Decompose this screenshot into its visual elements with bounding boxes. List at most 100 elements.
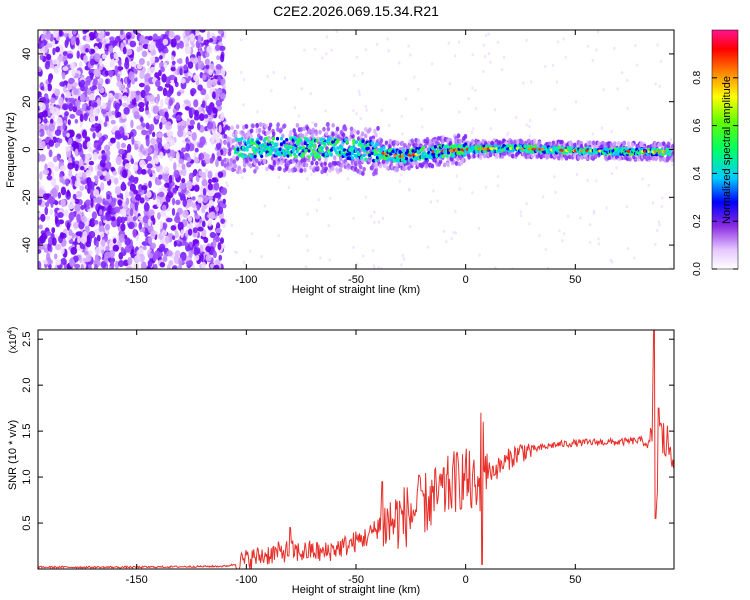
heatmap-cell xyxy=(89,115,96,123)
heatmap-cell xyxy=(317,198,320,202)
heatmap-cell xyxy=(206,30,211,40)
heatmap-cell xyxy=(395,167,400,173)
heatmap-cell xyxy=(109,59,115,68)
heatmap-cell xyxy=(439,155,443,159)
heatmap-cell xyxy=(60,198,66,208)
heatmap-cell xyxy=(416,151,420,155)
heatmap-cell xyxy=(39,154,46,162)
heatmap-cell xyxy=(261,143,265,147)
heatmap-cell xyxy=(186,198,194,208)
heatmap-cell xyxy=(589,241,592,245)
heatmap-cell xyxy=(395,155,399,160)
heatmap-cell xyxy=(43,117,48,124)
heatmap-cell xyxy=(352,109,355,113)
heatmap-cell xyxy=(118,84,125,92)
heatmap-cell xyxy=(61,72,66,80)
heatmap-cell xyxy=(281,124,286,130)
heatmap-cell xyxy=(38,66,42,73)
heatmap-cell xyxy=(129,131,134,137)
heatmap-cell xyxy=(250,138,255,142)
heatmap-cell xyxy=(142,215,150,224)
heatmap-cell xyxy=(199,136,206,146)
heatmap-cell xyxy=(391,149,395,154)
heatmap-cell xyxy=(200,187,204,197)
heatmap-cell xyxy=(372,264,376,268)
heatmap-cell xyxy=(551,63,555,68)
heatmap-cell xyxy=(38,238,41,245)
heatmap-cell xyxy=(67,53,74,59)
heatmap-cell xyxy=(122,135,128,141)
heatmap-cell xyxy=(671,143,674,149)
heatmap-cell xyxy=(60,186,67,196)
heatmap-cell xyxy=(38,124,43,130)
heatmap-cell xyxy=(380,108,384,112)
heatmap-cell xyxy=(178,158,184,164)
heatmap-cell xyxy=(256,144,260,148)
heatmap-cell xyxy=(339,156,343,162)
snr-scale-suffix: ) xyxy=(8,327,19,330)
heatmap-cell xyxy=(560,139,564,145)
heatmap-cell xyxy=(169,149,176,159)
heatmap-cell xyxy=(254,148,259,152)
heatmap-cell xyxy=(331,140,335,144)
heatmap-cell xyxy=(45,60,50,66)
heatmap-cell xyxy=(379,138,384,144)
heatmap-cell xyxy=(134,255,141,263)
heatmap-cell xyxy=(519,210,522,214)
heatmap-cell xyxy=(193,184,200,192)
heatmap-cell xyxy=(175,212,180,221)
heatmap-cell xyxy=(323,141,327,146)
heatmap-cell xyxy=(74,198,80,205)
heatmap-cell xyxy=(269,164,273,170)
heatmap-cell xyxy=(181,178,186,184)
colorbar-tick-label: 0.2 xyxy=(692,214,703,228)
heatmap-cell xyxy=(124,190,129,200)
heatmap-cell xyxy=(233,163,237,169)
heatmap-cell xyxy=(232,155,236,161)
heatmap-cell xyxy=(163,48,169,54)
heatmap-cell xyxy=(38,243,45,250)
heatmap-cell xyxy=(132,164,139,172)
heatmap-cell xyxy=(255,158,259,164)
heatmap-cell xyxy=(228,166,232,172)
heatmap-cell xyxy=(85,80,91,86)
heatmap-cell xyxy=(138,57,145,66)
heatmap-cell xyxy=(178,57,183,65)
heatmap-cell xyxy=(98,78,104,85)
heatmap-cell xyxy=(357,152,361,157)
heatmap-cell xyxy=(542,195,545,199)
heatmap-cell xyxy=(207,195,214,201)
heatmap-cell xyxy=(38,139,43,149)
heatmap-cell xyxy=(209,231,216,239)
heatmap-cell xyxy=(66,221,70,231)
heatmap-cell xyxy=(615,166,618,170)
heatmap-cell xyxy=(278,147,282,152)
heatmap-cell xyxy=(208,68,213,76)
heatmap-cell xyxy=(207,121,214,130)
heatmap-cell xyxy=(507,151,512,157)
heatmap-cell xyxy=(278,152,282,157)
y-tick-label: 0 xyxy=(21,146,33,152)
heatmap-cell xyxy=(218,124,222,134)
heatmap-cell xyxy=(147,43,154,52)
heatmap-cell xyxy=(152,253,158,262)
heatmap-cell xyxy=(126,97,131,106)
heatmap-cell xyxy=(110,51,114,60)
heatmap-cell xyxy=(525,201,528,206)
heatmap-cell xyxy=(327,224,330,228)
heatmap-cell xyxy=(226,183,229,188)
heatmap-cell xyxy=(306,177,309,181)
heatmap-cell xyxy=(461,157,465,163)
x-tick-label: -50 xyxy=(348,574,364,586)
snr-scale-exponent: 4 xyxy=(7,330,14,334)
heatmap-cell xyxy=(47,263,52,269)
heatmap-cell xyxy=(181,167,187,177)
heatmap-cell xyxy=(40,86,45,91)
heatmap-cell xyxy=(400,140,405,146)
heatmap-cell xyxy=(142,245,147,251)
heatmap-cell xyxy=(183,37,188,46)
heatmap-cell xyxy=(163,173,169,183)
heatmap-cell xyxy=(73,88,79,96)
heatmap-cell xyxy=(115,156,123,166)
